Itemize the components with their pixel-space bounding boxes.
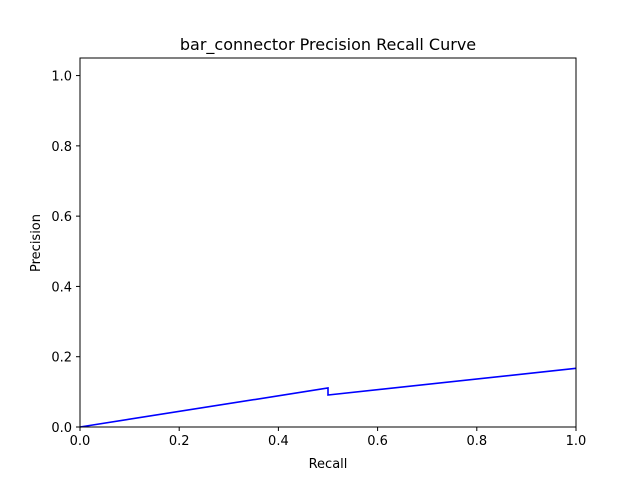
x-axis-label: Recall bbox=[309, 457, 348, 472]
y-tick-label: 0.2 bbox=[51, 351, 72, 366]
x-tick-label: 0.4 bbox=[268, 434, 289, 449]
x-tick-label: 1.0 bbox=[566, 434, 587, 449]
y-axis: 0.0 0.2 0.4 0.6 0.8 1.0 bbox=[51, 70, 80, 436]
x-tick-label: 0.8 bbox=[466, 434, 487, 449]
y-tick-label: 0.8 bbox=[51, 140, 72, 155]
y-tick-label: 0.6 bbox=[51, 210, 72, 225]
x-tick-label: 0.6 bbox=[367, 434, 388, 449]
series-line-0 bbox=[79, 367, 577, 428]
y-tick-label: 0.0 bbox=[51, 421, 72, 436]
x-tick-label: 0.2 bbox=[169, 434, 190, 449]
y-tick-label: 0.4 bbox=[51, 280, 72, 295]
x-axis: 0.0 0.2 0.4 0.6 0.8 1.0 bbox=[70, 427, 587, 449]
chart-title: bar_connector Precision Recall Curve bbox=[180, 35, 476, 55]
x-tick-label: 0.0 bbox=[70, 434, 91, 449]
plot-area bbox=[79, 57, 577, 428]
plot-frame bbox=[79, 57, 577, 428]
y-axis-label: Precision bbox=[29, 214, 44, 272]
y-tick-label: 1.0 bbox=[51, 70, 72, 85]
